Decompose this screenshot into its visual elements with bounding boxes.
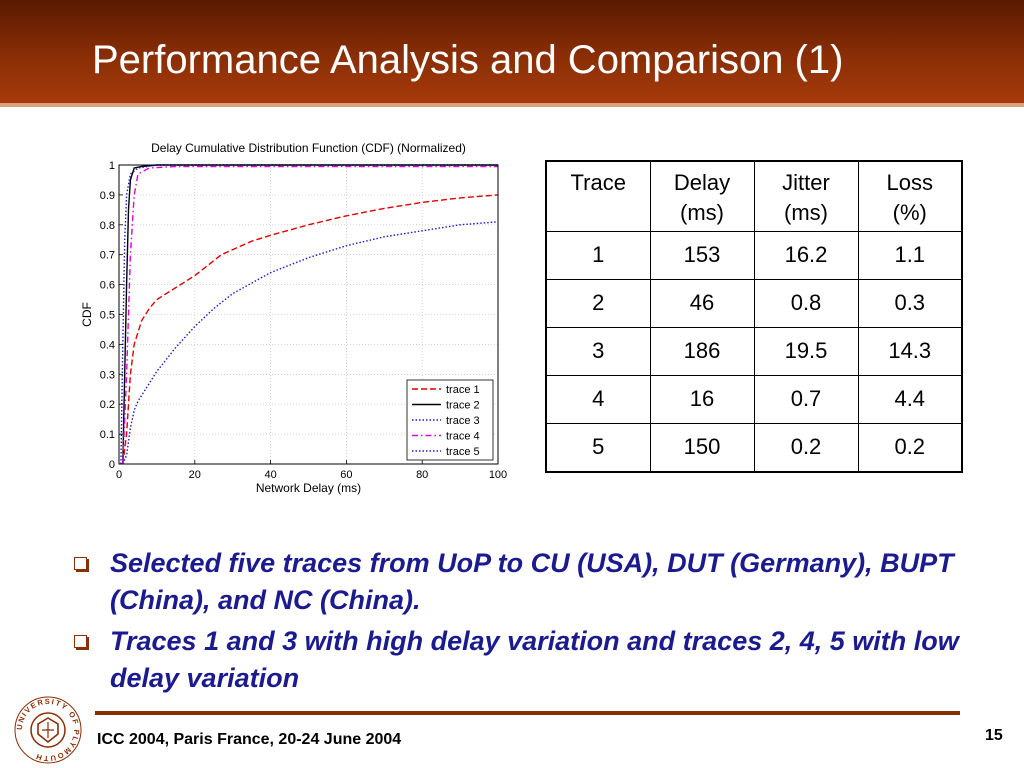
cell-loss: 14.3 [857, 326, 963, 376]
y-tick-label: 0.7 [100, 250, 115, 262]
cell-loss: 0.3 [857, 278, 963, 328]
x-axis-label: Network Delay (ms) [256, 481, 361, 495]
table-row: 5 150 0.2 0.2 [545, 422, 963, 472]
chart-title: Delay Cumulative Distribution Function (… [151, 141, 466, 155]
square-bullet-icon [74, 635, 87, 648]
legend [406, 379, 494, 461]
cell-loss: 1.1 [857, 230, 963, 280]
y-tick-label: 0.3 [100, 369, 115, 381]
university-logo: UNIVERSITY OF PLYMOUTH [14, 696, 82, 764]
y-tick-label: 0.9 [100, 190, 115, 202]
y-tick-label: 0.1 [100, 429, 115, 441]
cell-delay: 150 [649, 422, 755, 472]
cell-trace: 2 [545, 278, 651, 328]
cell-jitter: 0.8 [753, 278, 859, 328]
cell-trace: 1 [545, 230, 651, 280]
y-axis-label: CDF [80, 302, 94, 327]
square-bullet-icon [74, 557, 87, 570]
legend-label-trace-2: trace 2 [446, 400, 480, 412]
cell-jitter: 16.2 [753, 230, 859, 280]
table-row: 1 153 16.2 1.1 [545, 230, 963, 280]
cell-loss: 0.2 [857, 422, 963, 472]
x-tick-label: 40 [264, 469, 276, 481]
cell-trace: 3 [545, 326, 651, 376]
cell-delay: 186 [649, 326, 755, 376]
x-tick-label: 0 [116, 469, 122, 481]
cell-trace: 4 [545, 374, 651, 424]
footer-divider [95, 711, 960, 715]
slide-title: Performance Analysis and Comparison (1) [92, 38, 844, 82]
legend-label-trace-1: trace 1 [446, 384, 480, 396]
trace-stats-table: Trace Delay (ms) Jitter (ms) Loss (%) 1 153… [545, 160, 963, 473]
series-line-trace-4 [122, 165, 498, 465]
x-tick-label: 80 [416, 469, 428, 481]
legend-label-trace-3: trace 3 [446, 415, 480, 427]
cell-delay: 153 [649, 230, 755, 280]
y-tick-label: 1 [109, 160, 115, 172]
cell-delay: 46 [649, 278, 755, 328]
cell-jitter: 19.5 [753, 326, 859, 376]
bullet-text: Traces 1 and 3 with high delay variation… [110, 626, 959, 693]
bullet-text: Selected five traces from UoP to CU (USA… [110, 548, 954, 615]
table-row: 3 186 19.5 14.3 [545, 326, 963, 376]
cell-trace: 5 [545, 422, 651, 472]
footer-text: ICC 2004, Paris France, 20-24 June 2004 [97, 731, 402, 748]
cell-jitter: 0.2 [753, 422, 859, 472]
bullet-item: Traces 1 and 3 with high delay variation… [72, 623, 972, 697]
table-row: 2 46 0.8 0.3 [545, 278, 963, 328]
y-tick-label: 0.4 [100, 339, 115, 351]
x-tick-label: 100 [489, 469, 507, 481]
header-delay: Delay (ms) [649, 160, 755, 232]
series-line-trace-3 [122, 221, 499, 465]
page-number: 15 [985, 727, 1003, 744]
y-tick-label: 0.8 [100, 220, 115, 232]
table-header-row: Trace Delay (ms) Jitter (ms) Loss (%) [545, 160, 963, 232]
bullet-item: Selected five traces from UoP to CU (USA… [72, 545, 972, 619]
y-tick-label: 0.5 [100, 310, 115, 322]
legend-label-trace-5: trace 5 [446, 446, 480, 458]
header-loss: Loss (%) [857, 160, 963, 232]
y-tick-label: 0 [109, 459, 115, 471]
bullet-list: Selected five traces from UoP to CU (USA… [72, 545, 972, 701]
y-tick-label: 0.6 [100, 280, 115, 292]
header-trace: Trace [545, 160, 651, 232]
y-tick-label: 0.2 [100, 399, 115, 411]
cell-jitter: 0.7 [753, 374, 859, 424]
cell-delay: 16 [649, 374, 755, 424]
title-divider [0, 103, 1024, 107]
header-jitter: Jitter (ms) [753, 160, 859, 232]
x-tick-label: 60 [340, 469, 352, 481]
cell-loss: 4.4 [857, 374, 963, 424]
table-row: 4 16 0.7 4.4 [545, 374, 963, 424]
legend-label-trace-4: trace 4 [446, 431, 480, 443]
series-line-trace-1 [122, 194, 499, 465]
title-bar: Performance Analysis and Comparison (1) [0, 0, 1024, 103]
cdf-chart: 0 20 40 60 80 100 0 0.1 0.2 0.3 0.4 0.5 0.6 0.7 0.8 0.9… [80, 141, 507, 495]
x-tick-label: 20 [189, 469, 201, 481]
